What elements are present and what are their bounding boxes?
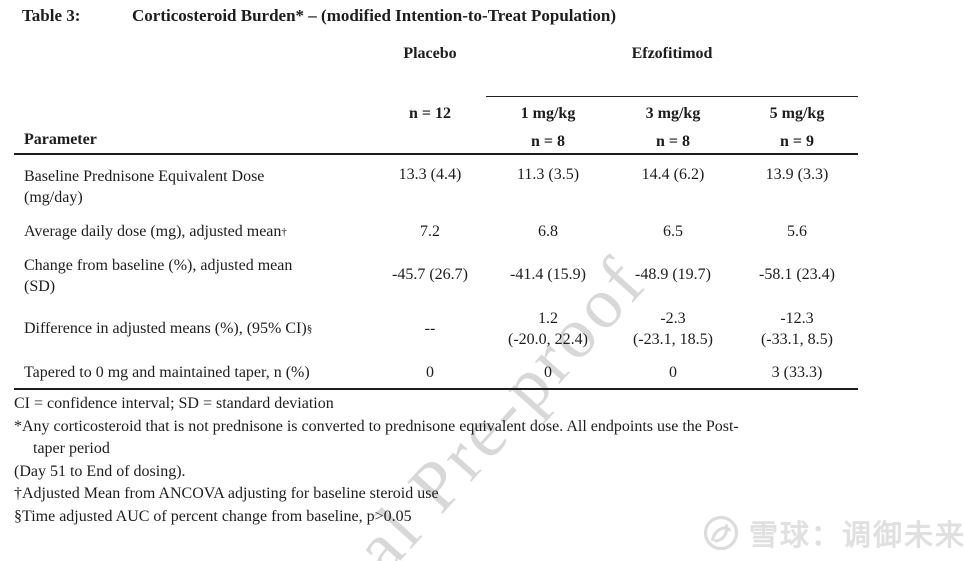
footnote-asterisk: *Any corticosteroid that is not predniso… — [14, 417, 739, 435]
table-title: Table 3: Corticosteroid Burden* – (modifi… — [22, 6, 616, 26]
parameter-header: Parameter — [14, 130, 374, 155]
footnote-asterisk-continued: taper period — [33, 440, 110, 457]
table-cell: -- — [424, 320, 436, 337]
footnote-abbreviations: CI = confidence interval; SD = standard … — [14, 395, 334, 412]
table-cell: -58.1 (23.4) — [759, 266, 835, 283]
column-group-placebo: Placebo — [403, 45, 457, 62]
row-label-tapered: Tapered to 0 mg and maintained taper, n … — [14, 358, 374, 390]
spacer-cell — [374, 130, 486, 155]
row-label-difference-adjusted-means: Difference in adjusted means (%), (95% C… — [24, 320, 313, 337]
table-cell: 11.3 (3.5) — [516, 166, 580, 183]
table-cell: 13.9 (3.3) — [765, 166, 829, 183]
dose-n-header-5mg: n = 9 — [736, 130, 858, 155]
table-cell: 6.8 — [538, 223, 558, 240]
table-cell: 0 — [374, 358, 486, 390]
table-cell: -45.7 (26.7) — [392, 266, 468, 283]
row-label-average-daily-dose: Average daily dose (mg), adjusted mean † — [24, 223, 287, 240]
spacer-cell — [14, 42, 374, 97]
cell-line2: (-33.1, 8.5) — [761, 331, 833, 348]
spacer-cell — [14, 97, 374, 130]
cell-line2: (-23.1, 18.5) — [633, 331, 713, 348]
row-label-line1: Baseline Prednisone Equivalent Dose — [24, 168, 265, 185]
row-label-text: Average daily dose (mg), adjusted mean — [24, 223, 282, 240]
row-label-baseline-dose: Baseline Prednisone Equivalent Dose (mg/… — [14, 155, 374, 214]
table-caption: Corticosteroid Burden* – (modified Inten… — [132, 6, 617, 25]
table-cell: -2.3 (-23.1, 18.5) — [610, 300, 736, 358]
dose-header-5mg: 5 mg/kg — [769, 104, 825, 122]
dose-header-3mg: 3 mg/kg — [645, 104, 701, 122]
table-cell: 6.5 — [663, 223, 683, 240]
table-cell: 14.4 (6.2) — [641, 166, 705, 183]
footnote-dagger: †Adjusted Mean from ANCOVA adjusting for… — [14, 485, 439, 502]
dose-header-1mg: 1 mg/kg — [520, 104, 576, 122]
row-label-change-from-baseline: Change from baseline (%), adjusted mean … — [14, 250, 374, 300]
table-cell: -12.3 (-33.1, 8.5) — [736, 300, 858, 358]
table-cell: 13.3 (4.4) — [398, 166, 462, 183]
xueqiu-logo-icon — [702, 514, 740, 552]
footnote-day-range: (Day 51 to End of dosing). — [14, 462, 186, 480]
cell-line1: -2.3 — [660, 310, 686, 327]
column-group-efzofitimod: Efzofitimod — [486, 42, 858, 97]
cell-line2: (-20.0, 22.4) — [508, 331, 588, 348]
table-number: Table 3: — [22, 6, 81, 25]
table-cell: 1.2 (-20.0, 22.4) — [486, 300, 610, 358]
table-cell: 5.6 — [787, 223, 807, 240]
table-cell: 0 — [486, 358, 610, 390]
placebo-n-header: n = 12 — [408, 104, 451, 122]
xueqiu-watermark-text: 雪球：调御未来 — [749, 518, 964, 552]
footnote-section: §Time adjusted AUC of percent change fro… — [14, 507, 412, 525]
table-cell: -41.4 (15.9) — [510, 266, 586, 283]
footnotes: CI = confidence interval; SD = standard … — [14, 393, 884, 528]
cell-line1: -12.3 — [780, 310, 814, 327]
table-cell: 7.2 — [420, 223, 440, 240]
row-label-text: Difference in adjusted means (%), (95% C… — [24, 320, 307, 337]
cell-line1: 1.2 — [538, 310, 558, 327]
dose-n-header-1mg: n = 8 — [486, 130, 610, 155]
table-cell: 0 — [610, 358, 736, 390]
dose-n-header-3mg: n = 8 — [610, 130, 736, 155]
table-cell: -48.9 (19.7) — [635, 266, 711, 283]
table-cell: 3 (33.3) — [736, 358, 858, 390]
row-label-line2: (SD) — [24, 278, 56, 295]
data-table: Placebo Efzofitimod n = 12 1 mg/kg 3 mg/… — [14, 42, 858, 390]
row-label-line2: (mg/day) — [24, 189, 83, 206]
row-label-line1: Change from baseline (%), adjusted mean — [24, 257, 293, 274]
xueqiu-watermark: 雪球：调御未来 — [702, 512, 964, 554]
